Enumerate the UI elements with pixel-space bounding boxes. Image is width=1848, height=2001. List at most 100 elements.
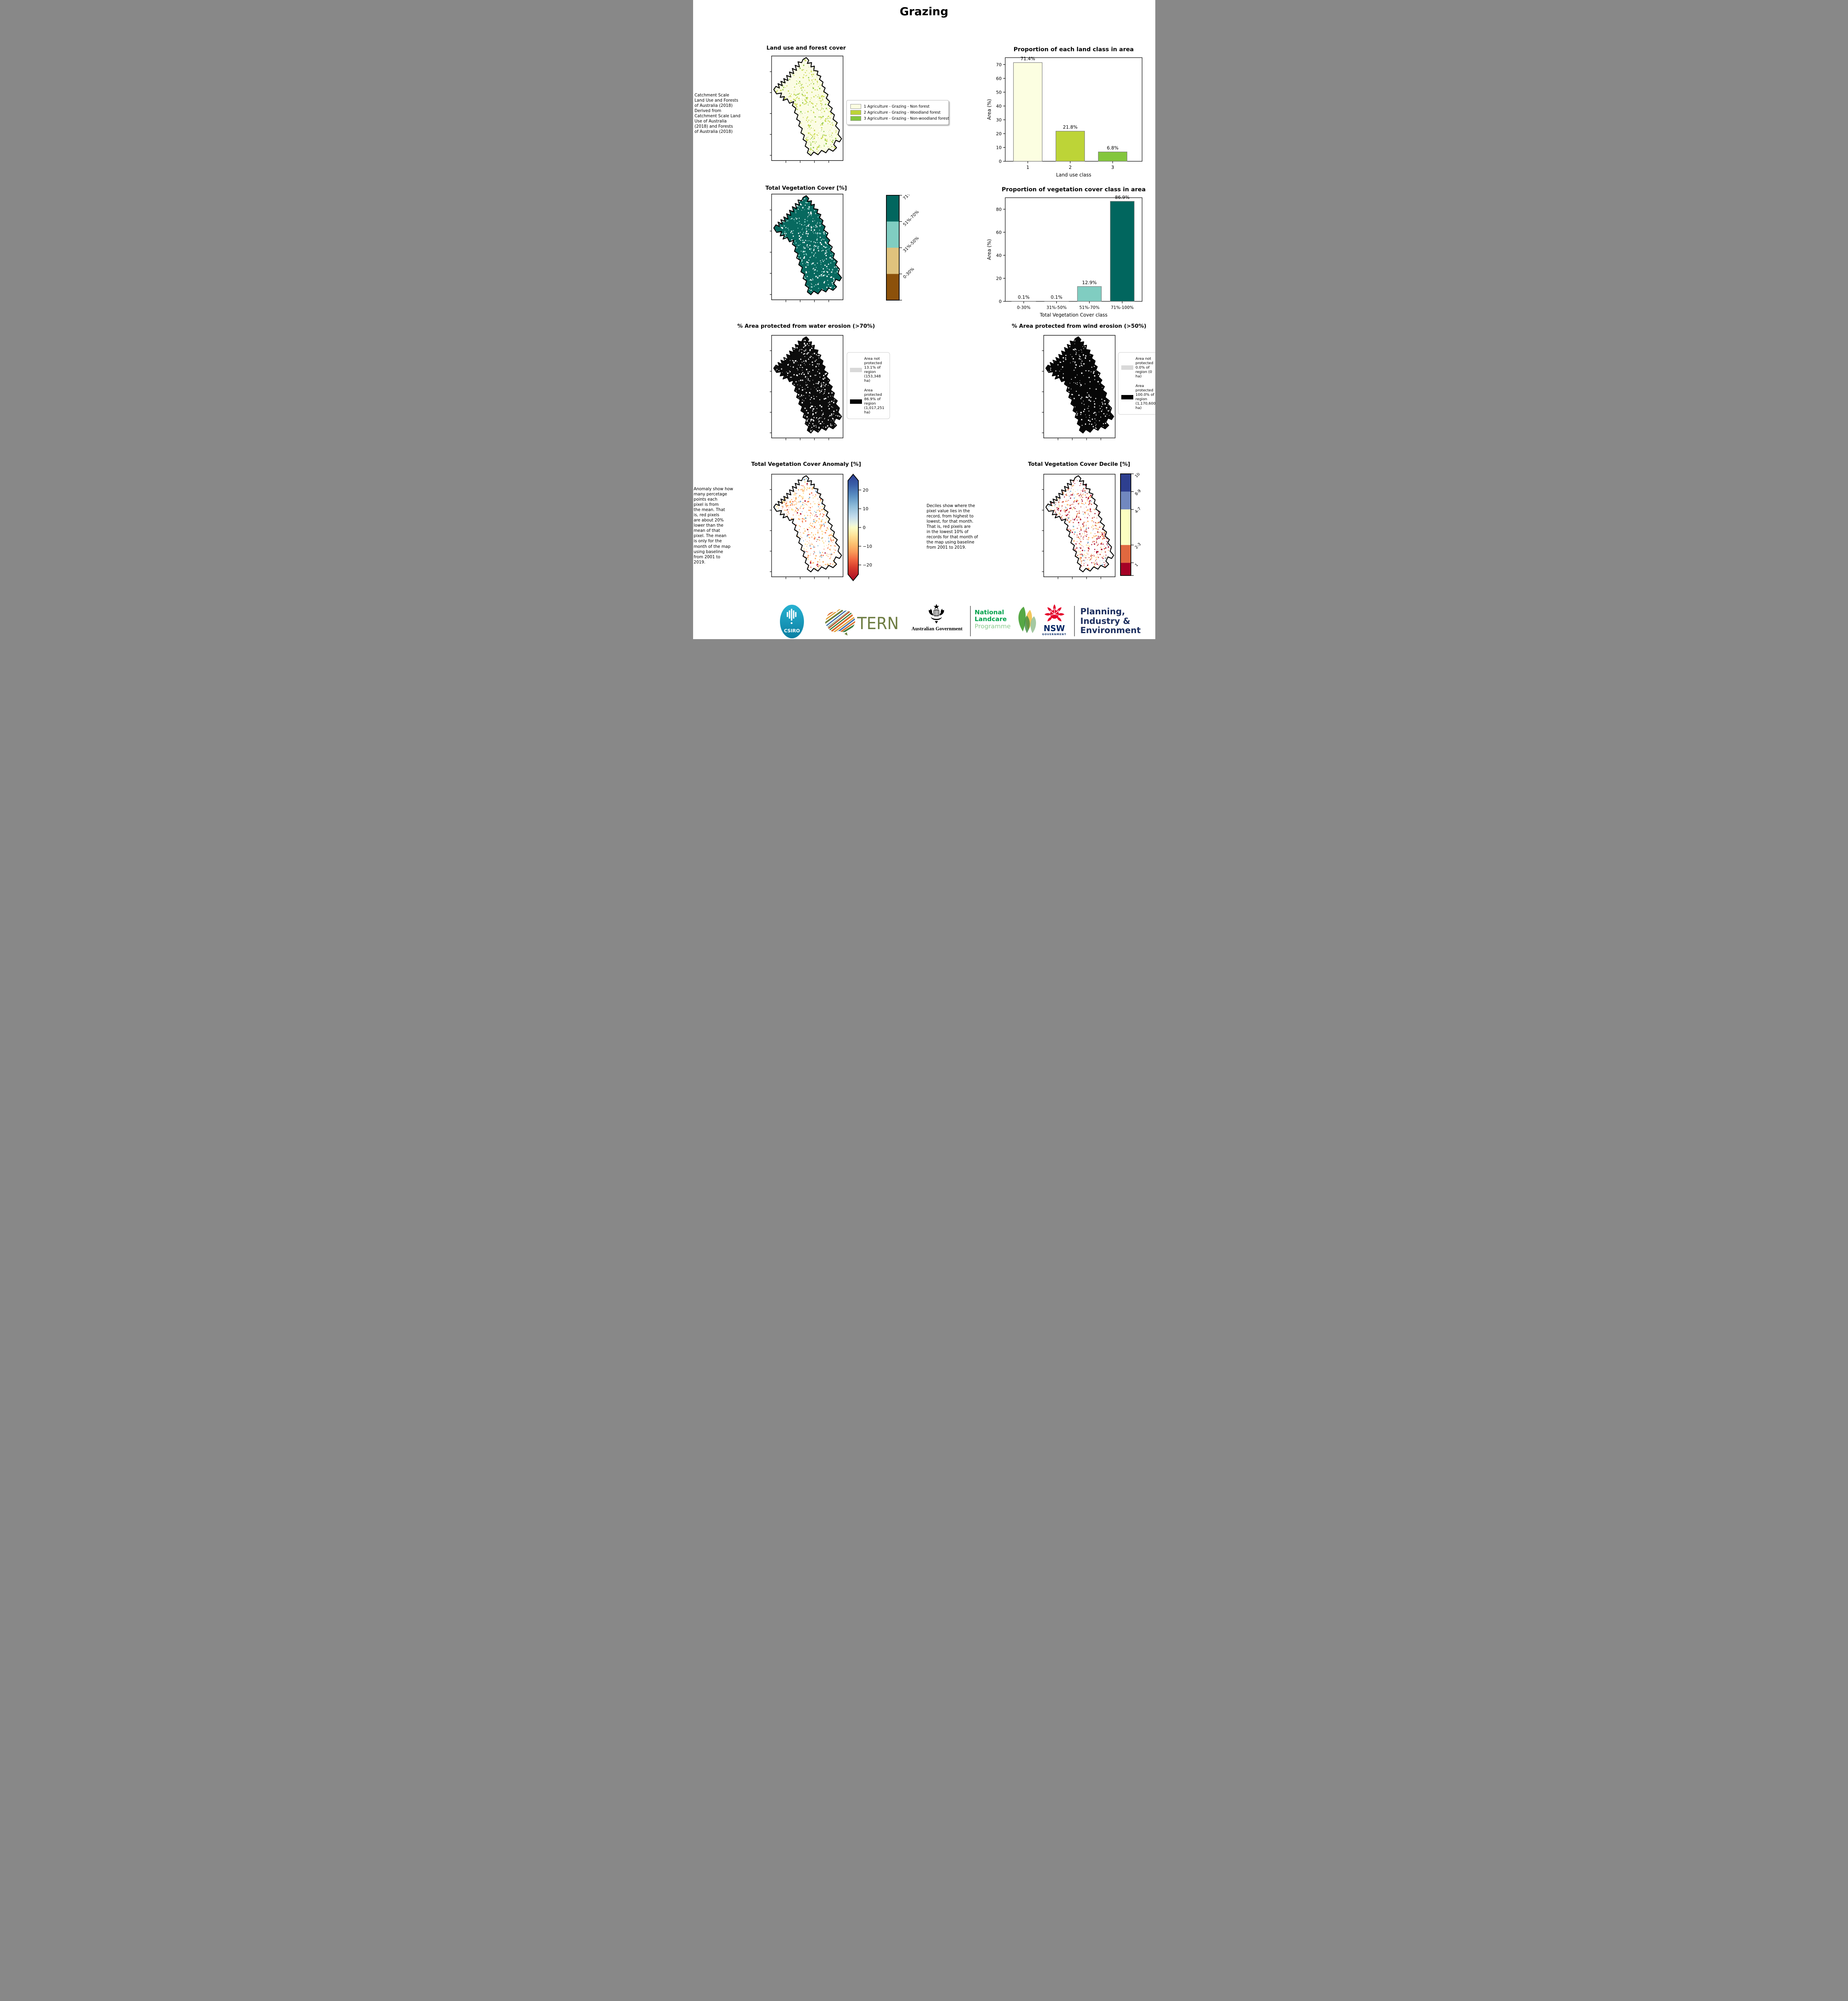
y-tick-label: 0 [999, 159, 1002, 164]
map-title-water-erosion: % Area protected from water erosion (>70… [737, 323, 875, 329]
colorbar-tick-label: 0 [863, 525, 866, 530]
veg-cover-colorbar: 71%-100% 51%-70% 31%-50% 0-30% [886, 181, 942, 305]
y-tick-label: 80 [996, 207, 1002, 212]
wind-erosion-legend: Area not protected 0.0% of region (0 ha)… [1118, 352, 1155, 415]
map-decile [1041, 473, 1117, 580]
map-title-veg-cover: Total Vegetation Cover [%] [765, 185, 847, 191]
legend-swatch [850, 399, 862, 404]
land-use-source-note: Catchment Scale Land Use and Forests of … [694, 93, 741, 134]
land-use-legend: 1 Agriculture - Grazing - Non forest 2 Ag… [846, 100, 949, 125]
map-axis-ticks [770, 71, 829, 163]
csiro-label: CSIRO [784, 628, 800, 634]
decile-note: Deciles show where the pixel value lies … [926, 504, 978, 550]
y-tick-label: 40 [996, 253, 1002, 258]
landcare-line-1: National [974, 609, 1004, 616]
y-tick-label: 70 [996, 62, 1002, 67]
tern-tasmania-icon [844, 632, 848, 636]
chart-title: Proportion of each land class in area [1013, 46, 1133, 53]
bar [1055, 131, 1085, 162]
y-tick-label: 10 [996, 145, 1002, 150]
legend-item: Area not protected 0.0% of region (0 ha) [1121, 357, 1155, 379]
map-axis-ticks [1042, 350, 1101, 441]
y-tick-label: 20 [996, 276, 1002, 281]
colorbar-segment [886, 195, 899, 222]
map-axis-ticks [770, 350, 829, 441]
legend-item: 3 Agriculture - Grazing - Non-woodland f… [850, 116, 949, 121]
colorbar-label: 2-3 [1134, 542, 1142, 550]
colorbar-label: 10 [1134, 473, 1141, 479]
x-tick-label: 3 [1111, 164, 1114, 170]
nsw-government-label: GOVERNMENT [1042, 633, 1066, 636]
map-axis-ticks [1042, 489, 1101, 579]
map-title-wind-erosion: % Area protected from wind erosion (>50%… [1012, 323, 1146, 329]
csiro-wave-icon [786, 609, 796, 624]
legend-label: Area protected 86.9% of region (1,017,25… [864, 388, 884, 415]
legend-swatch [850, 367, 862, 372]
landcare-line-2: Landcare [974, 616, 1007, 623]
colorbar-label: 0-30% [902, 267, 915, 279]
y-tick-label: 20 [996, 131, 1002, 136]
bar [1110, 201, 1134, 302]
y-axis-label: Area (%) [986, 239, 992, 260]
decile-colorbar: 10 8-9 4-7 2-3 1 [1120, 472, 1155, 580]
legend-item: Area not protected 13.1% of region (153,… [850, 357, 887, 383]
colorbar-segment [886, 248, 899, 274]
legend-swatch [1121, 365, 1133, 370]
anomaly-note: Anomaly show how many percetage points e… [694, 487, 734, 565]
planning-line-3: Environment [1080, 626, 1141, 636]
landcare-leaves-icon [1018, 607, 1036, 633]
anomaly-colorbar: 20 10 0 −10 −20 [846, 473, 886, 582]
bar-value-label: 21.8% [1063, 124, 1078, 130]
planning-logo-text: Planning, Industry & Environment [1080, 607, 1141, 636]
tern-logo: TERN [825, 609, 899, 636]
nsw-label: NSW [1043, 624, 1065, 633]
chart-veg-cover-proportion: Proportion of vegetation cover class in … [985, 182, 1146, 322]
legend-swatch [850, 116, 861, 121]
y-tick-label: 50 [996, 90, 1002, 95]
bar-value-label: 12.9% [1082, 280, 1097, 285]
map-title-anomaly: Total Vegetation Cover Anomaly [%] [751, 461, 861, 467]
x-tick-label: 51%-70% [1079, 305, 1099, 310]
map-veg-cover [769, 192, 845, 303]
colorbar-gradient [847, 473, 859, 581]
y-tick-label: 60 [996, 230, 1002, 235]
australian-government-label: Australian Government [911, 626, 963, 632]
colorbar-segment [1120, 474, 1131, 492]
y-tick-label: 30 [996, 117, 1002, 122]
tern-label: TERN [857, 614, 899, 633]
bar-value-label: 86.9% [1115, 194, 1130, 200]
map-water-erosion [769, 334, 845, 441]
legend-label: 2 Agriculture - Grazing - Woodland fores… [864, 110, 941, 115]
legend-swatch [850, 110, 861, 115]
bar-value-label: 71.4% [1020, 56, 1035, 61]
colorbar-label: 51%-70% [902, 209, 920, 227]
colorbar-segment [886, 221, 899, 248]
colorbar-label: 1 [1134, 563, 1139, 567]
legend-label: Area not protected 0.0% of region (0 ha) [1135, 357, 1153, 379]
colorbar-segment [886, 274, 899, 300]
plot-frame [1004, 197, 1142, 302]
catchment-outline [1045, 336, 1114, 434]
bar-value-label: 0.1% [1050, 295, 1062, 300]
x-tick-label: 71%-100% [1110, 305, 1133, 310]
legend-swatch [850, 104, 861, 109]
map-anomaly [769, 473, 845, 580]
map-wind-erosion [1041, 334, 1117, 441]
colorbar-tick-label: −10 [863, 544, 872, 549]
legend-label: 1 Agriculture - Grazing - Non forest [864, 104, 930, 109]
x-tick-label: 1 [1026, 164, 1029, 170]
map-title-land-use: Land use and forest cover [766, 45, 846, 51]
legend-label: Area protected 100.0% of region (1,170,6… [1135, 384, 1155, 411]
logo-divider [1074, 606, 1075, 636]
bar-value-label: 0.1% [1018, 295, 1029, 300]
bar [1098, 151, 1127, 162]
landcare-line-3: Programme [974, 622, 1011, 630]
chart-land-class-proportion: Proportion of each land class in area 0 10… [985, 42, 1145, 182]
catchment-outline [1045, 475, 1114, 573]
catchment-fill [773, 475, 842, 572]
tern-australia-icon [825, 609, 855, 632]
colorbar-segment [1120, 563, 1131, 575]
y-tick-label: 0 [999, 299, 1002, 304]
y-axis-label: Area (%) [986, 99, 992, 120]
bar [1013, 62, 1042, 162]
